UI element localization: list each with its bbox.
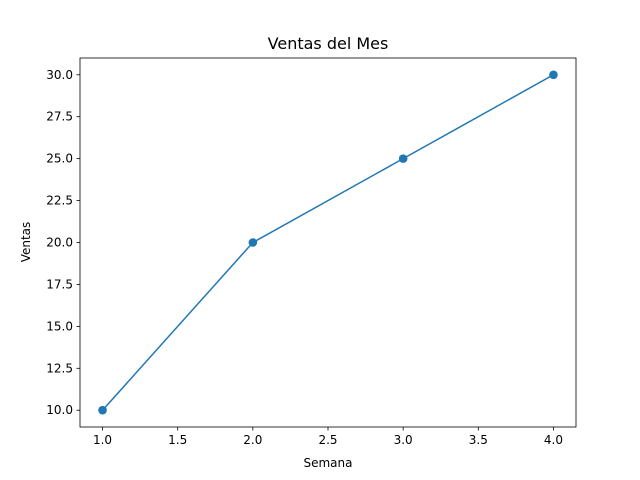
data-point (248, 238, 258, 247)
plot-area: 1.0 1.5 2.0 2.5 3.0 3.5 4.0 10.0 12.5 15.0 17.5 20.… (46, 57, 577, 447)
data-point (549, 70, 558, 80)
y-tick-label: 22.5 (46, 194, 73, 208)
x-tick-label: 1.5 (168, 433, 187, 447)
y-tick-label: 10.0 (46, 403, 73, 417)
x-tick-label: 2.5 (318, 433, 337, 447)
y-tick-label: 20.0 (46, 236, 73, 250)
series-line (101, 74, 554, 411)
x-tick-label: 3.5 (469, 433, 488, 447)
chart-title: Ventas del Mes (268, 34, 389, 53)
x-tick-label: 1.0 (93, 433, 112, 447)
data-point (398, 154, 408, 163)
axes-frame (79, 57, 577, 428)
x-tick-label: 2.0 (243, 433, 262, 447)
y-tick-label: 12.5 (46, 361, 73, 375)
y-tick-label: 27.5 (46, 110, 73, 124)
y-axis-label: Ventas (19, 222, 33, 263)
x-tick-label: 4.0 (544, 433, 563, 447)
y-tick-label: 15.0 (46, 319, 73, 333)
y-tick-label: 17.5 (46, 277, 73, 291)
y-tick-label: 25.0 (46, 152, 73, 166)
data-point (98, 405, 107, 415)
x-tick-label: 3.0 (394, 433, 413, 447)
y-tick-label: 30.0 (46, 68, 73, 82)
x-axis-label: Semana (303, 456, 352, 470)
